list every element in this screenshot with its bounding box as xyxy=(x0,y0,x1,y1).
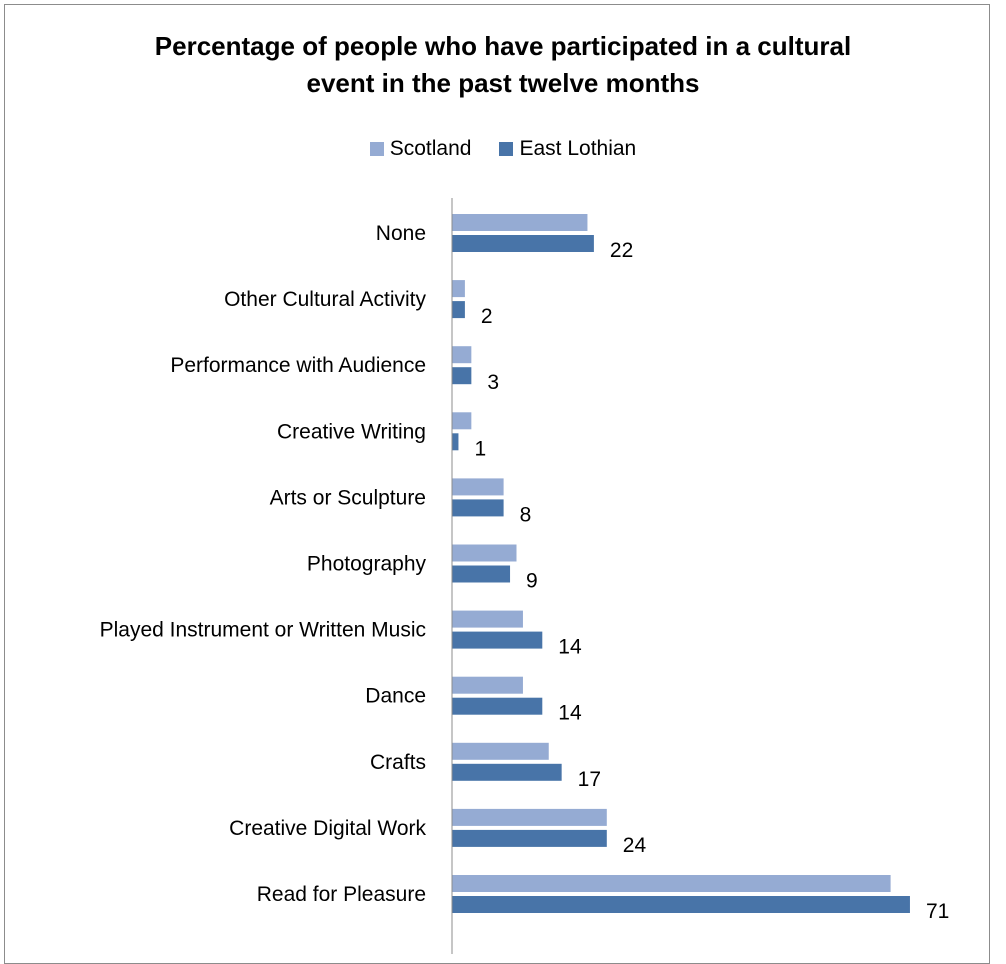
value-label-east-lothian-dance: 14 xyxy=(558,702,582,725)
chart-legend: Scotland East Lothian xyxy=(0,135,1006,163)
category-label-none: None xyxy=(376,222,426,245)
category-label-other-cultural-activity: Other Cultural Activity xyxy=(224,288,426,311)
legend-label-east-lothian: East Lothian xyxy=(519,137,637,160)
value-label-east-lothian-read-for-pleasure: 71 xyxy=(926,900,949,923)
bar-scotland-photography xyxy=(452,544,517,562)
category-label-photography: Photography xyxy=(307,553,427,576)
value-label-east-lothian-crafts: 17 xyxy=(578,768,601,791)
legend-swatch-scotland xyxy=(369,142,384,156)
category-label-dance: Dance xyxy=(365,685,426,708)
bar-scotland-read-for-pleasure xyxy=(452,875,891,892)
legend-swatch-east-lothian xyxy=(499,142,514,156)
legend-item-east-lothian: East Lothian xyxy=(499,137,636,161)
bar-east-lothian-none xyxy=(452,235,594,252)
category-label-performance-with-audience: Performance with Audience xyxy=(170,354,426,377)
value-label-east-lothian-photography: 9 xyxy=(526,570,538,593)
legend-label-scotland: Scotland xyxy=(389,137,472,160)
bar-east-lothian-photography xyxy=(452,565,511,583)
bar-east-lothian-dance xyxy=(452,697,543,715)
chart-title-line-2: event in the past twelve months xyxy=(306,68,700,98)
bar-scotland-performance-with-audience xyxy=(452,346,472,364)
category-label-creative-writing: Creative Writing xyxy=(277,420,426,443)
bar-scotland-creative-writing xyxy=(452,412,472,430)
bar-east-lothian-read-for-pleasure xyxy=(452,896,910,913)
bar-east-lothian-played-instrument-or-written-music xyxy=(452,631,543,649)
bar-east-lothian-crafts xyxy=(452,763,562,781)
value-label-east-lothian-performance-with-audience: 3 xyxy=(487,371,499,394)
category-label-crafts: Crafts xyxy=(370,751,426,774)
category-label-played-instrument-or-written-music: Played Instrument or Written Music xyxy=(100,619,426,642)
bar-scotland-dance xyxy=(452,676,523,694)
chart-title-line-1: Percentage of people who have participat… xyxy=(154,31,852,61)
bar-east-lothian-arts-or-sculpture xyxy=(452,499,504,517)
category-label-read-for-pleasure: Read for Pleasure xyxy=(257,883,426,906)
bar-east-lothian-creative-writing xyxy=(452,433,459,451)
value-label-east-lothian-creative-digital-work: 24 xyxy=(623,834,647,857)
chart-title: Percentage of people who have participat… xyxy=(0,28,1006,102)
bars-group xyxy=(452,214,910,913)
bar-scotland-crafts xyxy=(452,742,549,760)
bar-east-lothian-other-cultural-activity xyxy=(452,301,465,319)
category-label-arts-or-sculpture: Arts or Sculpture xyxy=(270,486,426,509)
bar-east-lothian-creative-digital-work xyxy=(452,829,607,847)
value-label-east-lothian-other-cultural-activity: 2 xyxy=(481,305,493,328)
value-label-east-lothian-creative-writing: 1 xyxy=(474,437,486,460)
bar-scotland-played-instrument-or-written-music xyxy=(452,610,523,628)
legend-item-scotland: Scotland xyxy=(369,137,472,161)
bar-scotland-creative-digital-work xyxy=(452,808,607,826)
value-label-east-lothian-arts-or-sculpture: 8 xyxy=(520,503,532,526)
value-label-east-lothian-played-instrument-or-written-music: 14 xyxy=(558,636,582,659)
bar-scotland-other-cultural-activity xyxy=(452,280,465,298)
bar-scotland-arts-or-sculpture xyxy=(452,478,504,496)
category-label-creative-digital-work: Creative Digital Work xyxy=(229,817,426,840)
category-labels-group: None Other Cultural Activity Performance w… xyxy=(100,222,427,906)
value-label-east-lothian-none: 22 xyxy=(610,239,633,262)
bar-east-lothian-performance-with-audience xyxy=(452,367,472,385)
bar-scotland-none xyxy=(452,214,588,231)
